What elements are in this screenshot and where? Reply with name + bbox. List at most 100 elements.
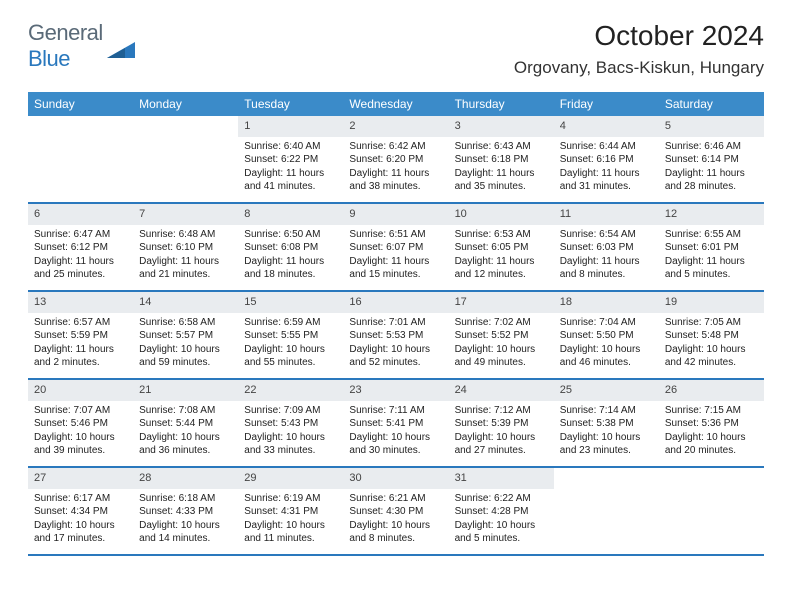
day-number: 9 [343, 204, 448, 225]
day-cell: 31Sunrise: 6:22 AMSunset: 4:28 PMDayligh… [449, 467, 554, 555]
daylight-text: Daylight: 11 hours and 5 minutes. [665, 255, 758, 282]
day-cell: 29Sunrise: 6:19 AMSunset: 4:31 PMDayligh… [238, 467, 343, 555]
day-cell: 3Sunrise: 6:43 AMSunset: 6:18 PMDaylight… [449, 116, 554, 203]
day-body: Sunrise: 6:53 AMSunset: 6:05 PMDaylight:… [449, 225, 554, 286]
sunset-text: Sunset: 4:31 PM [244, 505, 337, 519]
daylight-text: Daylight: 11 hours and 18 minutes. [244, 255, 337, 282]
daylight-text: Daylight: 11 hours and 28 minutes. [665, 167, 758, 194]
day-cell: 10Sunrise: 6:53 AMSunset: 6:05 PMDayligh… [449, 203, 554, 291]
daylight-text: Daylight: 11 hours and 35 minutes. [455, 167, 548, 194]
sunset-text: Sunset: 5:52 PM [455, 329, 548, 343]
day-number: 14 [133, 292, 238, 313]
daylight-text: Daylight: 10 hours and 46 minutes. [560, 343, 653, 370]
sunrise-text: Sunrise: 6:43 AM [455, 140, 548, 154]
day-number: 20 [28, 380, 133, 401]
week-row: 1Sunrise: 6:40 AMSunset: 6:22 PMDaylight… [28, 116, 764, 203]
day-header: Wednesday [343, 92, 448, 116]
day-body: Sunrise: 6:51 AMSunset: 6:07 PMDaylight:… [343, 225, 448, 286]
sunrise-text: Sunrise: 6:18 AM [139, 492, 232, 506]
brand-logo: General Blue [28, 20, 135, 72]
day-number: 18 [554, 292, 659, 313]
day-body [659, 489, 764, 496]
sunset-text: Sunset: 4:34 PM [34, 505, 127, 519]
day-number: 6 [28, 204, 133, 225]
sunset-text: Sunset: 6:01 PM [665, 241, 758, 255]
brand-second: Blue [28, 46, 70, 71]
day-number: 3 [449, 116, 554, 137]
daylight-text: Daylight: 11 hours and 38 minutes. [349, 167, 442, 194]
calendar-head: Sunday Monday Tuesday Wednesday Thursday… [28, 92, 764, 116]
sunset-text: Sunset: 6:03 PM [560, 241, 653, 255]
sunrise-text: Sunrise: 6:54 AM [560, 228, 653, 242]
day-number: 30 [343, 468, 448, 489]
day-cell: 7Sunrise: 6:48 AMSunset: 6:10 PMDaylight… [133, 203, 238, 291]
daylight-text: Daylight: 10 hours and 20 minutes. [665, 431, 758, 458]
sunrise-text: Sunrise: 6:53 AM [455, 228, 548, 242]
day-body: Sunrise: 7:01 AMSunset: 5:53 PMDaylight:… [343, 313, 448, 374]
day-body: Sunrise: 7:09 AMSunset: 5:43 PMDaylight:… [238, 401, 343, 462]
day-body: Sunrise: 7:02 AMSunset: 5:52 PMDaylight:… [449, 313, 554, 374]
day-cell [659, 467, 764, 555]
day-number [659, 468, 764, 489]
sunrise-text: Sunrise: 7:12 AM [455, 404, 548, 418]
day-body [554, 489, 659, 496]
sunset-text: Sunset: 4:33 PM [139, 505, 232, 519]
sunrise-text: Sunrise: 7:04 AM [560, 316, 653, 330]
page: General Blue October 2024 Orgovany, Bacs… [0, 0, 792, 576]
day-body: Sunrise: 6:59 AMSunset: 5:55 PMDaylight:… [238, 313, 343, 374]
day-body: Sunrise: 6:57 AMSunset: 5:59 PMDaylight:… [28, 313, 133, 374]
daylight-text: Daylight: 11 hours and 21 minutes. [139, 255, 232, 282]
day-body: Sunrise: 7:05 AMSunset: 5:48 PMDaylight:… [659, 313, 764, 374]
daylight-text: Daylight: 11 hours and 8 minutes. [560, 255, 653, 282]
day-body: Sunrise: 7:11 AMSunset: 5:41 PMDaylight:… [343, 401, 448, 462]
week-row: 13Sunrise: 6:57 AMSunset: 5:59 PMDayligh… [28, 291, 764, 379]
sunrise-text: Sunrise: 6:17 AM [34, 492, 127, 506]
sunrise-text: Sunrise: 6:48 AM [139, 228, 232, 242]
sunset-text: Sunset: 6:22 PM [244, 153, 337, 167]
sunrise-text: Sunrise: 6:46 AM [665, 140, 758, 154]
title-block: October 2024 Orgovany, Bacs-Kiskun, Hung… [514, 20, 764, 78]
day-body: Sunrise: 6:50 AMSunset: 6:08 PMDaylight:… [238, 225, 343, 286]
day-body [28, 137, 133, 144]
sunset-text: Sunset: 5:41 PM [349, 417, 442, 431]
day-cell: 23Sunrise: 7:11 AMSunset: 5:41 PMDayligh… [343, 379, 448, 467]
day-number: 25 [554, 380, 659, 401]
brand-mark-icon [107, 36, 135, 58]
day-body: Sunrise: 7:04 AMSunset: 5:50 PMDaylight:… [554, 313, 659, 374]
calendar-body: 1Sunrise: 6:40 AMSunset: 6:22 PMDaylight… [28, 116, 764, 555]
day-number: 4 [554, 116, 659, 137]
sunrise-text: Sunrise: 6:58 AM [139, 316, 232, 330]
daylight-text: Daylight: 10 hours and 14 minutes. [139, 519, 232, 546]
day-number: 1 [238, 116, 343, 137]
header: General Blue October 2024 Orgovany, Bacs… [28, 20, 764, 78]
day-header: Saturday [659, 92, 764, 116]
day-cell: 1Sunrise: 6:40 AMSunset: 6:22 PMDaylight… [238, 116, 343, 203]
daylight-text: Daylight: 10 hours and 27 minutes. [455, 431, 548, 458]
sunrise-text: Sunrise: 6:47 AM [34, 228, 127, 242]
day-cell: 16Sunrise: 7:01 AMSunset: 5:53 PMDayligh… [343, 291, 448, 379]
sunset-text: Sunset: 4:28 PM [455, 505, 548, 519]
sunrise-text: Sunrise: 6:59 AM [244, 316, 337, 330]
day-number: 26 [659, 380, 764, 401]
day-number: 5 [659, 116, 764, 137]
day-body: Sunrise: 6:17 AMSunset: 4:34 PMDaylight:… [28, 489, 133, 550]
day-body: Sunrise: 6:18 AMSunset: 4:33 PMDaylight:… [133, 489, 238, 550]
sunset-text: Sunset: 6:12 PM [34, 241, 127, 255]
day-cell [554, 467, 659, 555]
daylight-text: Daylight: 10 hours and 36 minutes. [139, 431, 232, 458]
sunset-text: Sunset: 5:44 PM [139, 417, 232, 431]
daylight-text: Daylight: 10 hours and 33 minutes. [244, 431, 337, 458]
day-number: 24 [449, 380, 554, 401]
day-number: 17 [449, 292, 554, 313]
sunrise-text: Sunrise: 6:42 AM [349, 140, 442, 154]
sunset-text: Sunset: 5:36 PM [665, 417, 758, 431]
sunset-text: Sunset: 5:59 PM [34, 329, 127, 343]
week-row: 27Sunrise: 6:17 AMSunset: 4:34 PMDayligh… [28, 467, 764, 555]
day-header-row: Sunday Monday Tuesday Wednesday Thursday… [28, 92, 764, 116]
sunrise-text: Sunrise: 7:14 AM [560, 404, 653, 418]
day-body: Sunrise: 7:08 AMSunset: 5:44 PMDaylight:… [133, 401, 238, 462]
sunset-text: Sunset: 5:38 PM [560, 417, 653, 431]
sunrise-text: Sunrise: 7:15 AM [665, 404, 758, 418]
day-number: 11 [554, 204, 659, 225]
day-cell: 6Sunrise: 6:47 AMSunset: 6:12 PMDaylight… [28, 203, 133, 291]
